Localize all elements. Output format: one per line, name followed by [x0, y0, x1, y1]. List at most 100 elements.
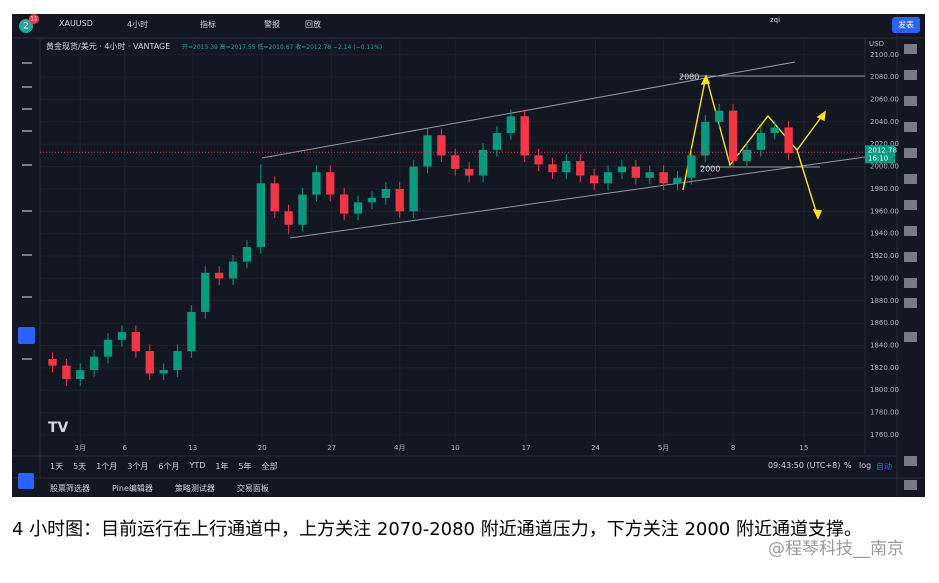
side-icon[interactable]: [904, 278, 917, 288]
channel-line: [289, 156, 866, 239]
y-tick-label: 1800.00: [870, 386, 899, 394]
indicators[interactable]: 指标: [200, 20, 216, 29]
log-toggle[interactable]: log: [859, 461, 872, 470]
candle-body: [492, 133, 502, 150]
avatar[interactable]: [19, 19, 33, 33]
candle-body: [367, 197, 377, 203]
arrow-head: [700, 74, 711, 85]
candle-body: [576, 160, 585, 176]
tool-icon[interactable]: [22, 358, 32, 360]
side-icon[interactable]: [904, 226, 917, 236]
candle-body: [312, 172, 321, 195]
candle-body: [645, 172, 654, 178]
side-icon[interactable]: [904, 96, 917, 106]
range-button[interactable]: YTD: [189, 461, 206, 470]
candle-body: [131, 332, 140, 352]
side-icon[interactable]: [904, 298, 917, 308]
y-tick-label: 1980.00: [870, 185, 899, 193]
side-icon[interactable]: [904, 332, 917, 342]
replay[interactable]: 回放: [305, 20, 321, 29]
tool-icon[interactable]: [22, 210, 32, 212]
side-icon[interactable]: [904, 174, 917, 184]
x-tick-label: 17: [522, 444, 531, 452]
x-tick-label: 6: [122, 444, 127, 452]
x-tick-label: 10: [451, 444, 460, 452]
badge: [29, 14, 39, 24]
arrow-head: [812, 209, 823, 220]
x-tick-label: 24: [591, 444, 600, 452]
candle-body: [673, 177, 682, 184]
logo: TV: [48, 420, 69, 436]
candle-body: [590, 175, 599, 184]
range-button[interactable]: 1天: [50, 462, 64, 471]
candle-body: [48, 358, 57, 366]
candle-body: [520, 116, 529, 156]
x-tick-label: 4月: [394, 444, 405, 452]
range-button[interactable]: 5年: [238, 462, 252, 471]
candle-body: [409, 166, 418, 212]
side-icon[interactable]: [904, 200, 917, 210]
candle-body: [506, 116, 515, 134]
side-icon[interactable]: [904, 456, 917, 466]
candle-body: [326, 172, 335, 195]
favorite-icon[interactable]: [18, 473, 34, 489]
legend-ohlc: 开=2015.39 高=2017.55 低=2010.67 收=2012.78 …: [182, 44, 383, 51]
alert[interactable]: 警报: [264, 20, 280, 29]
tab[interactable]: 策略测试器: [174, 484, 215, 493]
range-button[interactable]: 全部: [261, 462, 278, 471]
tool-icon[interactable]: [22, 130, 32, 132]
candle-body: [687, 155, 696, 178]
watermark: @程琴科技__南京: [768, 539, 904, 559]
side-icon[interactable]: [904, 148, 917, 158]
x-tick-label: 8: [731, 444, 735, 452]
range-button[interactable]: 3个月: [127, 462, 149, 471]
candle-body: [284, 211, 293, 225]
tool-icon[interactable]: [22, 108, 32, 110]
candle-body: [228, 261, 238, 279]
auto-toggle[interactable]: 自动: [876, 462, 892, 471]
candle-body: [784, 127, 793, 154]
side-icon[interactable]: [904, 252, 917, 262]
y-tick-label: 1960.00: [870, 207, 899, 215]
side-icon[interactable]: [904, 70, 917, 80]
top-bar: [12, 14, 925, 38]
tool-icon[interactable]: [22, 62, 32, 64]
range-button[interactable]: 1年: [215, 462, 229, 471]
tab[interactable]: Pine编辑器: [112, 484, 153, 493]
symbol[interactable]: XAUUSD: [59, 19, 93, 28]
range-button[interactable]: 6个月: [158, 462, 180, 471]
side-icon[interactable]: [904, 480, 917, 490]
tool-icon[interactable]: [18, 327, 35, 344]
x-tick-label: 27: [327, 444, 336, 452]
candle-body: [562, 160, 571, 173]
side-icon[interactable]: [904, 44, 917, 54]
publish-label[interactable]: 发表: [898, 20, 914, 30]
percent-toggle[interactable]: %: [844, 461, 852, 470]
tool-icon[interactable]: [22, 296, 32, 298]
range-button[interactable]: 5天: [73, 462, 87, 471]
tool-icon[interactable]: [22, 86, 32, 88]
tab[interactable]: 股票筛选器: [50, 484, 90, 493]
tool-icon[interactable]: [22, 254, 32, 256]
publish-button[interactable]: [892, 17, 920, 33]
tab[interactable]: 交易面板: [236, 484, 269, 493]
range-button[interactable]: 1个月: [96, 462, 118, 471]
candle-body: [215, 272, 224, 279]
candle-body: [103, 339, 113, 357]
candle-body: [715, 110, 724, 122]
side-icon[interactable]: [904, 122, 917, 132]
screenshot: 2080 2000 USD TV: [12, 14, 925, 497]
candle-body: [465, 168, 474, 176]
candle-body: [728, 110, 738, 161]
candle-body: [701, 121, 710, 156]
user[interactable]: zqi: [770, 16, 781, 24]
candle-body: [201, 272, 210, 312]
tool-icon[interactable]: [22, 164, 32, 166]
clock: 09:43:50 (UTC+8): [768, 461, 841, 470]
range-bar: 1天 5天 1个月 3个月 6个月 YTD 1年 5年 全部: [50, 461, 278, 472]
candle-body: [270, 183, 279, 212]
candle-body: [242, 247, 252, 262]
interval[interactable]: 4小时: [127, 20, 149, 29]
candle-body: [548, 164, 557, 173]
